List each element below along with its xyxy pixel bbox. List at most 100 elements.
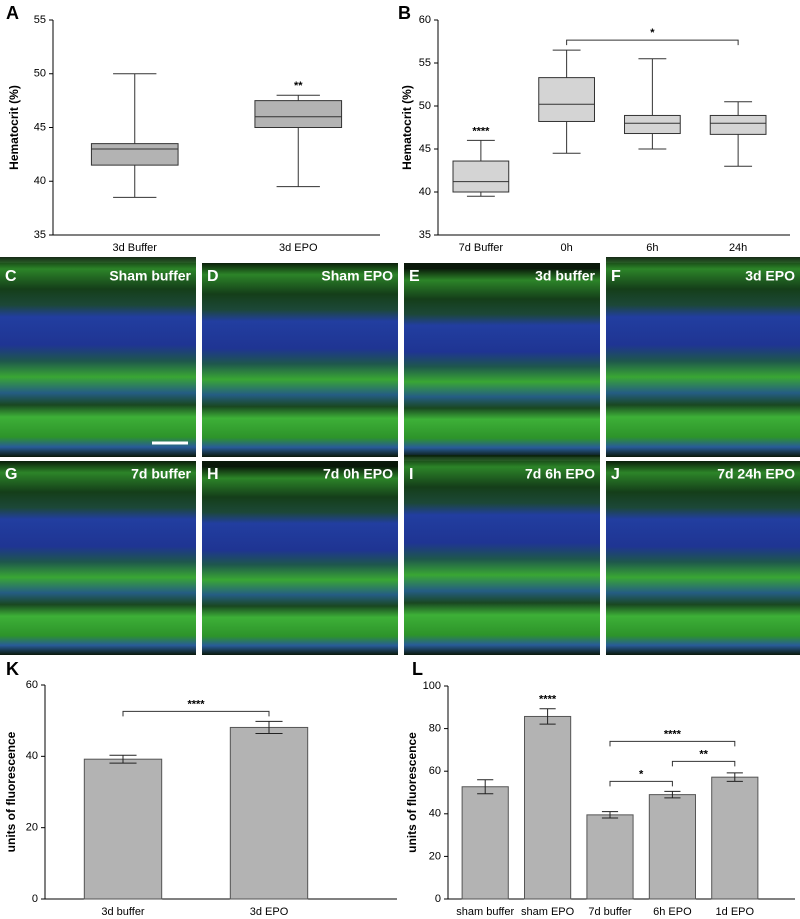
image-label: Sham buffer — [109, 268, 191, 284]
whisker-lower — [466, 192, 495, 197]
x-tick-label: 3d EPO — [250, 906, 289, 918]
image-letter: J — [611, 466, 620, 483]
image-panel: E 3d buffer — [404, 263, 600, 457]
whisker-upper — [276, 94, 320, 101]
error-bar — [109, 754, 137, 764]
y-tick-label: 60 — [419, 14, 431, 26]
micrograph-layers — [202, 263, 398, 457]
error-bar — [255, 720, 283, 735]
whisker-upper — [466, 139, 495, 162]
box — [624, 114, 681, 135]
image-panel: H 7d 0h EPO — [202, 461, 398, 655]
significance: **** — [472, 125, 490, 137]
bar — [524, 715, 572, 900]
micrograph-layers — [606, 257, 800, 457]
micrograph-layers — [606, 461, 800, 655]
whisker-lower — [724, 134, 753, 167]
y-tick-label: 35 — [419, 229, 431, 241]
y-tick-label: 80 — [429, 723, 441, 735]
y-tick-label: 55 — [34, 14, 46, 26]
image-panel: C Sham buffer — [0, 257, 196, 457]
whisker-lower — [113, 165, 157, 198]
y-tick-label: 40 — [34, 175, 46, 187]
x-tick-label: 7d buffer — [588, 906, 632, 918]
micrograph-layers — [404, 455, 600, 655]
whisker-lower — [552, 121, 581, 154]
bar — [648, 794, 696, 900]
bar — [586, 814, 634, 900]
y-tick-label: 55 — [419, 57, 431, 69]
bracket — [566, 39, 739, 46]
box — [254, 100, 343, 128]
x-tick-label: sham buffer — [456, 906, 514, 918]
image-panel: F 3d EPO — [606, 257, 800, 457]
image-label: Sham EPO — [321, 268, 393, 284]
micrograph-layers — [404, 269, 600, 457]
image-letter: H — [207, 466, 219, 483]
whisker-upper — [113, 73, 157, 144]
box — [709, 114, 767, 135]
image-panel: J 7d 24h EPO — [606, 461, 800, 655]
bar — [83, 758, 163, 900]
panel-letter: K — [6, 659, 19, 679]
x-tick-label: 3d buffer — [101, 906, 145, 918]
y-tick-label: 60 — [26, 679, 38, 691]
panel-letter: A — [6, 3, 19, 23]
x-tick-label: sham EPO — [521, 906, 575, 918]
bracket — [671, 760, 736, 767]
y-axis-label: units of fluorescence — [4, 731, 18, 852]
error-bar — [477, 779, 494, 795]
bracket — [122, 710, 270, 717]
y-tick-label: 0 — [32, 893, 38, 905]
image-label: 7d 24h EPO — [717, 466, 795, 482]
x-tick-label: 3d EPO — [279, 242, 318, 254]
significance: **** — [664, 728, 682, 740]
image-letter: C — [5, 268, 17, 285]
image-label: 7d 0h EPO — [323, 466, 393, 482]
box — [90, 143, 179, 166]
significance: **** — [539, 694, 557, 706]
micrograph-layers — [0, 257, 196, 457]
image-letter: D — [207, 268, 219, 285]
significance: ** — [699, 748, 708, 760]
y-axis-label: Hematocrit (%) — [7, 85, 21, 170]
x-tick-label: 6h — [646, 242, 658, 254]
error-bar — [601, 811, 619, 819]
micrograph-layers — [0, 461, 196, 655]
y-tick-label: 20 — [429, 850, 441, 862]
y-axis-label: units of fluorescence — [405, 732, 419, 853]
whisker-upper — [552, 49, 581, 78]
bar — [711, 776, 759, 900]
x-tick-label: 24h — [729, 242, 747, 254]
y-tick-label: 20 — [26, 822, 38, 834]
significance: * — [639, 768, 644, 780]
bracket — [609, 780, 673, 787]
micrograph-layers — [202, 467, 398, 655]
image-panel: G 7d buffer — [0, 461, 196, 655]
bracket — [609, 740, 736, 747]
y-tick-label: 40 — [419, 186, 431, 198]
x-tick-label: 6h EPO — [653, 906, 692, 918]
significance: ** — [294, 80, 303, 92]
image-letter: E — [409, 268, 420, 285]
x-tick-label: 3d Buffer — [113, 242, 158, 254]
y-axis-label: Hematocrit (%) — [400, 85, 414, 170]
image-letter: F — [611, 268, 621, 285]
y-tick-label: 60 — [429, 765, 441, 777]
error-bar — [664, 790, 681, 799]
x-tick-label: 7d Buffer — [459, 242, 504, 254]
image-label: 3d EPO — [745, 268, 795, 284]
image-panel: D Sham EPO — [202, 263, 398, 457]
box — [538, 77, 595, 122]
y-tick-label: 100 — [423, 680, 441, 692]
whisker-lower — [276, 127, 320, 188]
significance: * — [650, 27, 655, 39]
y-tick-label: 35 — [34, 229, 46, 241]
image-label: 3d buffer — [535, 268, 595, 284]
y-tick-label: 40 — [429, 808, 441, 820]
image-label: 7d 6h EPO — [525, 466, 595, 482]
error-bar — [539, 708, 556, 725]
y-tick-label: 40 — [26, 750, 38, 762]
panel-letter: B — [398, 3, 411, 23]
box — [452, 160, 510, 193]
